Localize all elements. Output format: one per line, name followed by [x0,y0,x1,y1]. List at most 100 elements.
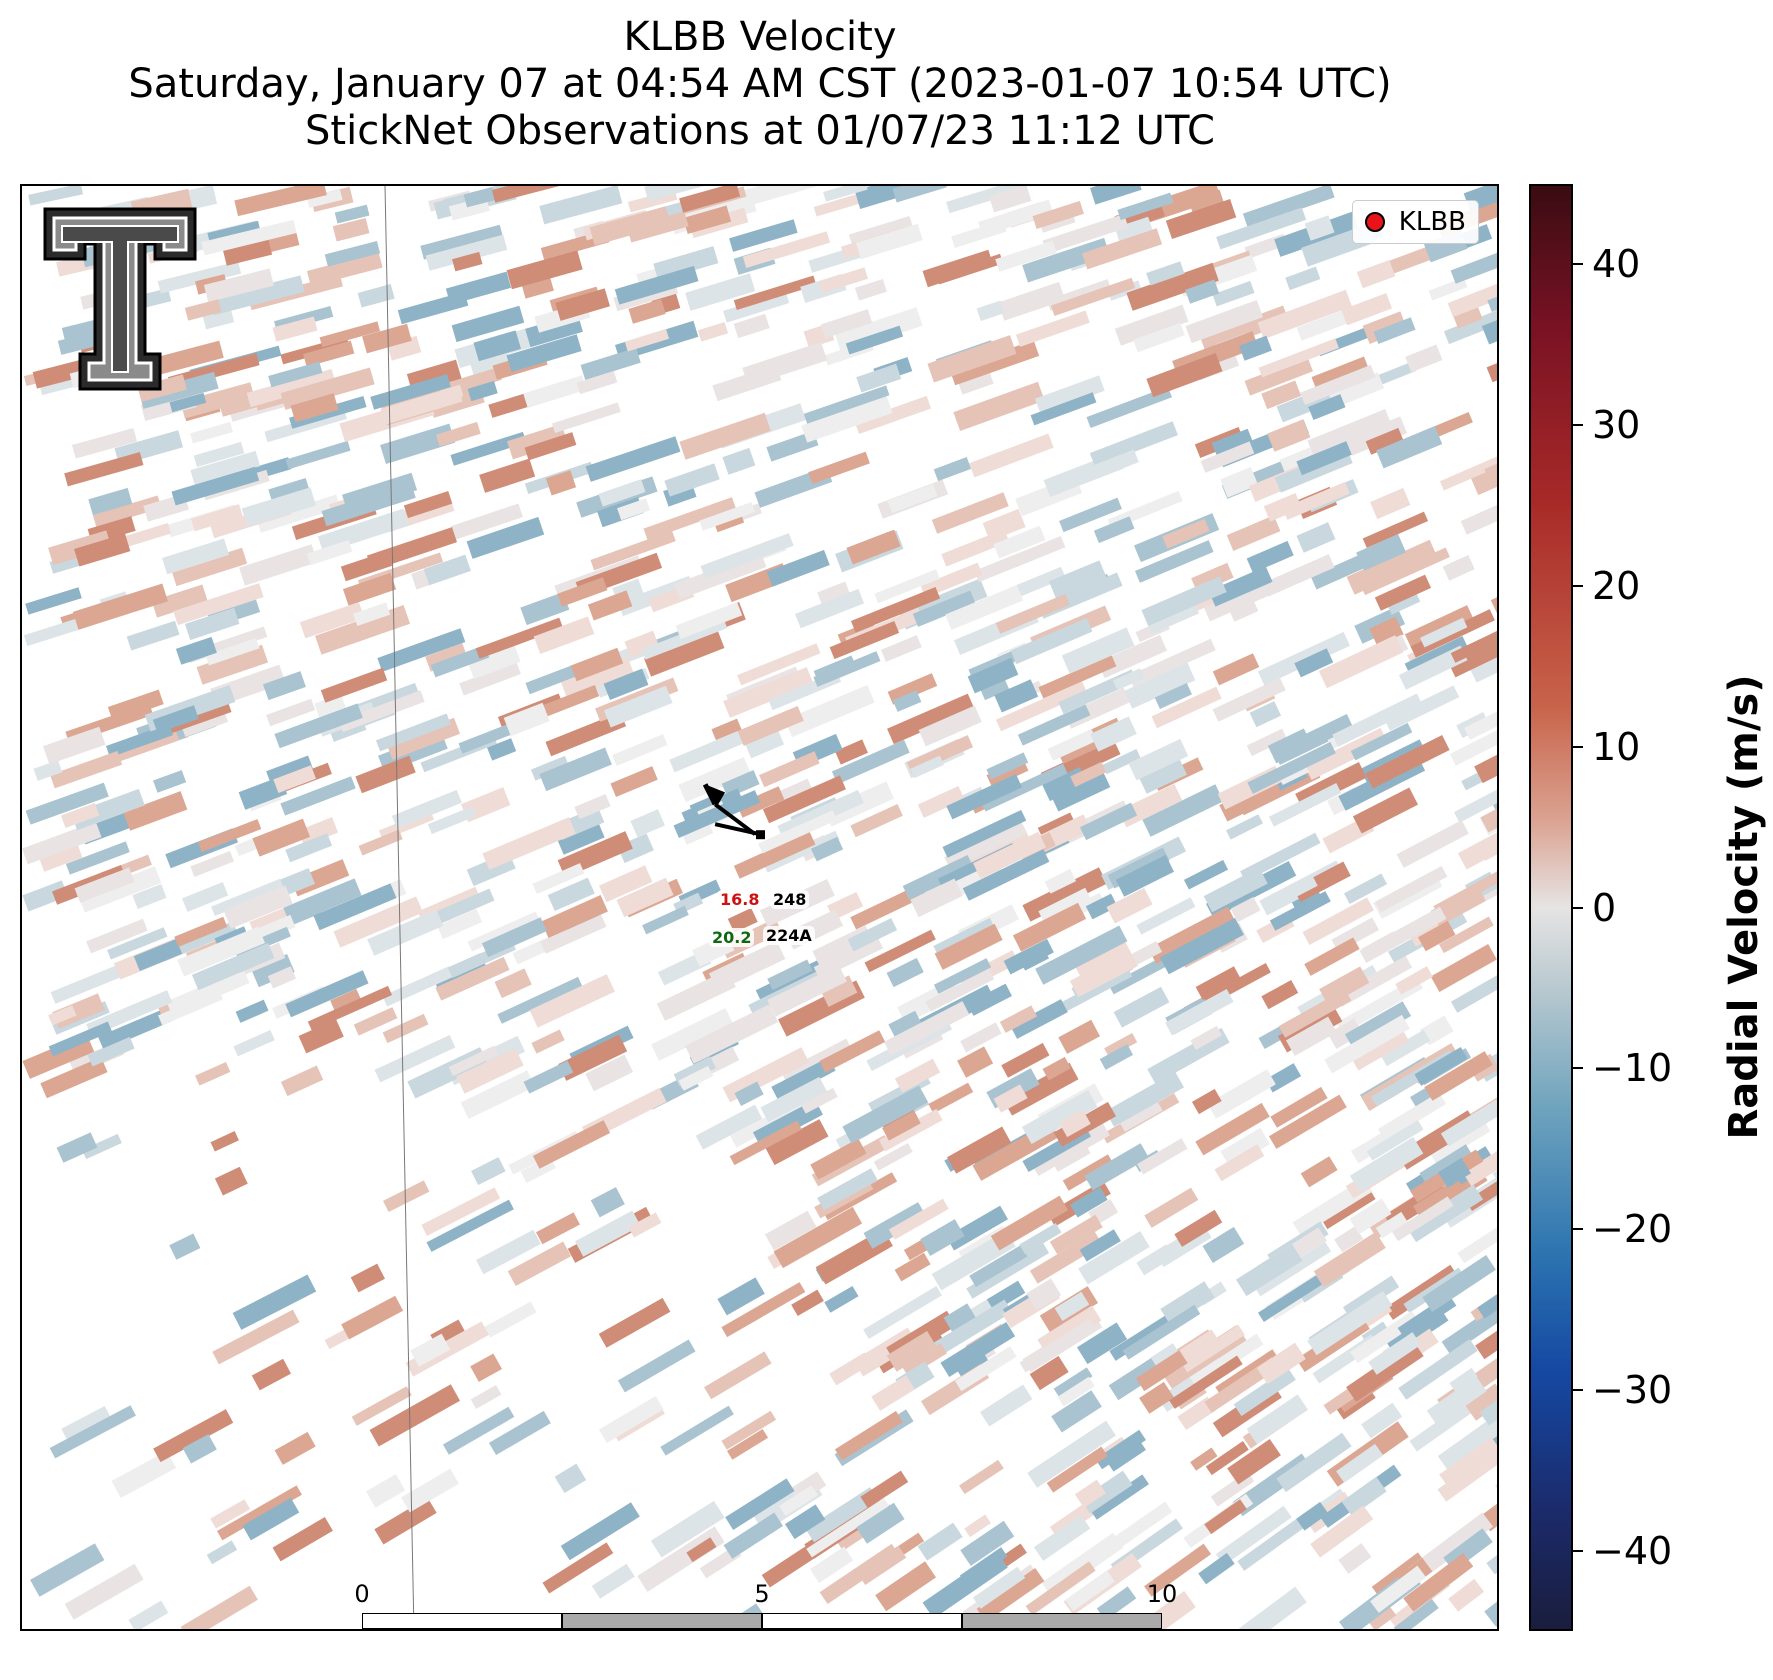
radar-gate [986,752,1029,780]
radar-gate [997,1543,1027,1569]
radar-gate [888,1198,949,1240]
radar-gate [1141,576,1227,626]
title-time: Saturday, January 07 at 04:54 AM CST (20… [128,61,1392,107]
radar-gate [679,412,771,460]
radar-gate [995,593,1070,634]
radar-gate [766,430,819,462]
radar-gate [341,1295,404,1340]
radar-gate [82,1133,122,1160]
radar-gate [726,1429,769,1460]
radar-gate [1294,648,1334,678]
radar-gate [1460,496,1497,535]
radar-gate [475,617,564,659]
radar-gate [1190,1025,1222,1050]
radar-gate [1269,891,1331,931]
radar-gate [982,508,1026,542]
radar-gate [810,1138,867,1180]
radar-gate [206,1540,238,1565]
radar-gate [239,544,318,586]
radar-gate [1083,449,1139,482]
radar-gate [1448,1578,1485,1612]
radar-gate [946,186,1028,214]
radar-map[interactable]: KLBB 16.8 248 20.2 224A 0 5 10 km [20,184,1499,1631]
radar-gate [33,760,63,781]
radar-gate [285,833,333,863]
radar-gate [307,985,393,1031]
radar-gate [630,809,665,838]
radar-gate [878,1108,943,1152]
radar-gate [1124,662,1196,709]
radar-gate [351,1386,412,1426]
radar-gate [180,382,255,419]
scale-tick-0: 0 [354,1580,370,1608]
radar-gate [978,199,1054,236]
radar-gate [1102,749,1141,775]
radar-gate [1021,1089,1098,1144]
radar-gate [1359,906,1447,963]
radar-gate [487,738,517,761]
radar-gate [1050,769,1111,812]
title-radar: KLBB Velocity [623,14,897,60]
radar-gate [1408,1512,1494,1583]
radar-gate [875,1561,937,1612]
radar-gate [813,936,884,980]
radar-gate [203,268,274,303]
radar-gate [1256,1342,1306,1385]
radar-gate [1146,261,1185,286]
radar-gate [1137,1138,1188,1175]
radar-gate [367,909,444,956]
radar-gate [1048,560,1107,599]
radar-gate [72,583,168,630]
radar-gate [374,1035,456,1083]
radar-gate [1097,634,1167,679]
scale-segment [762,1613,962,1629]
radar-gate [285,970,369,1018]
radar-gate [362,323,412,354]
radar-gate [575,1210,641,1257]
radar-gate [1356,534,1407,571]
radar-gate [1183,859,1229,890]
radar-gate [850,586,941,633]
radar-gate [547,877,595,912]
radar-gate [451,305,525,343]
radar-gate [324,241,381,267]
radar-gate [614,265,699,305]
radar-gate [1035,925,1128,985]
radar-gate [533,616,595,655]
radar-gate [157,261,242,294]
radar-gate [107,927,168,960]
radar-gate [973,831,1046,879]
radar-gate [1302,897,1374,946]
radar-gate [1227,1439,1281,1485]
radar-gate [1029,1231,1103,1284]
radar-gate [988,186,1032,213]
radar-gate [771,1057,836,1101]
radar-gate [1437,1405,1497,1471]
radar-gate [1475,1327,1497,1360]
radar-gate [946,1205,1009,1251]
radar-gate [540,914,607,954]
radar-gate [1151,686,1222,729]
radar-gate [1133,322,1185,353]
radar-gate [1495,1462,1497,1501]
radar-gate [1047,728,1097,761]
radar-gate [1090,186,1142,205]
radar-gate [1300,1156,1338,1188]
radar-gate [980,763,1068,812]
radar-gate [954,1346,1017,1392]
radar-gate [523,375,587,408]
radar-gate [960,1022,1002,1053]
radar-gate [599,865,653,903]
radar-gate [1051,1390,1102,1433]
colorbar-tick-mark [1573,1549,1583,1552]
radar-gate [854,186,914,209]
radar-gate [1257,631,1351,686]
colorbar-tick-mark [1573,1388,1583,1391]
colorbar-tick-label: −30 [1592,1367,1673,1412]
radar-gate [704,1351,772,1400]
radar-gate [1017,704,1091,746]
radar-gate [598,479,646,507]
radar-gate [1417,920,1456,952]
radar-gate [922,1551,1008,1619]
radar-gate [223,885,293,929]
